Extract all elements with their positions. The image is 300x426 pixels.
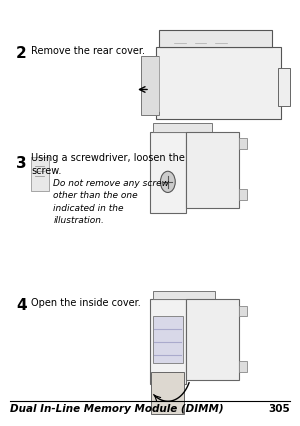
FancyBboxPatch shape (141, 56, 159, 115)
FancyBboxPatch shape (152, 372, 184, 414)
FancyBboxPatch shape (239, 190, 247, 200)
Text: Open the inside cover.: Open the inside cover. (31, 298, 141, 308)
Circle shape (160, 172, 175, 193)
Text: Remove the rear cover.: Remove the rear cover. (31, 46, 145, 56)
Text: 3: 3 (16, 156, 27, 171)
FancyBboxPatch shape (31, 158, 49, 192)
Text: Do not remove any screw
other than the one
indicated in the
illustration.: Do not remove any screw other than the o… (53, 178, 169, 225)
Text: 4: 4 (16, 298, 27, 313)
FancyBboxPatch shape (278, 69, 290, 107)
FancyBboxPatch shape (156, 48, 281, 120)
FancyBboxPatch shape (153, 317, 183, 363)
FancyBboxPatch shape (239, 306, 247, 317)
FancyBboxPatch shape (239, 361, 247, 372)
FancyBboxPatch shape (150, 132, 186, 213)
FancyBboxPatch shape (239, 139, 247, 150)
FancyBboxPatch shape (153, 291, 215, 300)
FancyBboxPatch shape (153, 124, 212, 132)
FancyBboxPatch shape (150, 300, 186, 384)
FancyBboxPatch shape (186, 132, 239, 209)
Text: 2: 2 (16, 46, 27, 61)
Text: 305: 305 (268, 403, 290, 413)
FancyBboxPatch shape (159, 31, 272, 48)
Text: Dual In-Line Memory Module (DIMM): Dual In-Line Memory Module (DIMM) (10, 403, 224, 413)
FancyBboxPatch shape (186, 300, 239, 380)
Text: Using a screwdriver, loosen the
screw.: Using a screwdriver, loosen the screw. (31, 153, 185, 176)
